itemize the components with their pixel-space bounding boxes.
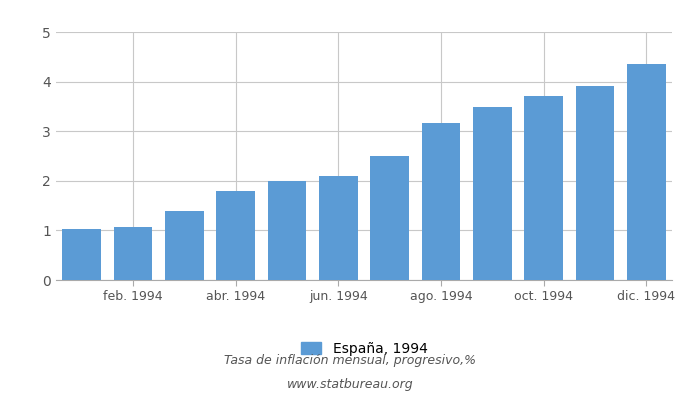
Text: www.statbureau.org: www.statbureau.org: [287, 378, 413, 391]
Bar: [113, 228, 153, 280]
Bar: [216, 191, 255, 280]
Legend: España, 1994: España, 1994: [300, 342, 428, 356]
Text: Tasa de inflación mensual, progresivo,%: Tasa de inflación mensual, progresivo,%: [224, 354, 476, 367]
Bar: [62, 229, 101, 280]
Bar: [627, 64, 666, 280]
Bar: [421, 123, 461, 280]
Bar: [524, 96, 563, 280]
Bar: [575, 86, 615, 280]
Bar: [473, 107, 512, 280]
Bar: [319, 176, 358, 280]
Bar: [267, 181, 307, 280]
Bar: [370, 156, 409, 280]
Bar: [165, 210, 204, 280]
